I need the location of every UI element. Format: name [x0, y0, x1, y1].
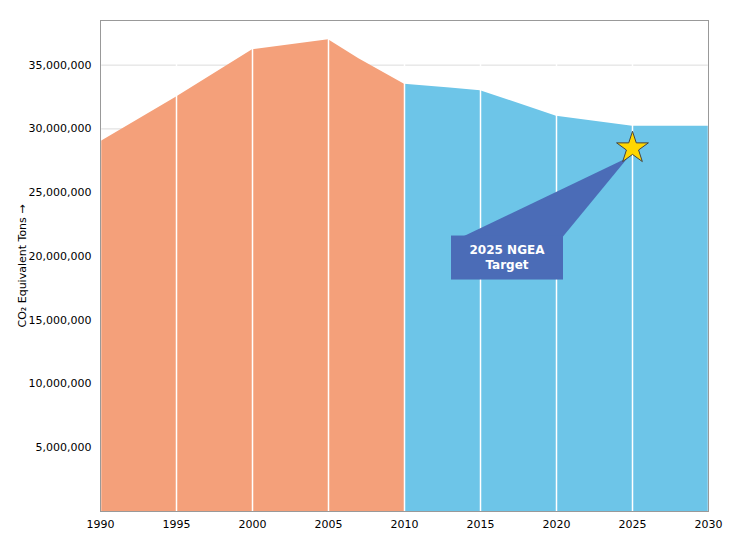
svg-text:2000: 2000: [239, 518, 267, 531]
svg-text:1990: 1990: [87, 518, 115, 531]
svg-text:25,000,000: 25,000,000: [29, 186, 92, 199]
svg-text:1995: 1995: [163, 518, 191, 531]
svg-text:2015: 2015: [467, 518, 495, 531]
svg-text:CO₂ Equivalent Tons →: CO₂ Equivalent Tons →: [16, 204, 29, 327]
svg-text:15,000,000: 15,000,000: [29, 314, 92, 327]
svg-text:2010: 2010: [391, 518, 419, 531]
svg-text:30,000,000: 30,000,000: [29, 122, 92, 135]
svg-text:35,000,000: 35,000,000: [29, 59, 92, 72]
svg-text:2025 NGEATarget: 2025 NGEATarget: [470, 243, 546, 272]
svg-text:2005: 2005: [315, 518, 343, 531]
svg-text:10,000,000: 10,000,000: [29, 377, 92, 390]
svg-text:5,000,000: 5,000,000: [36, 441, 92, 454]
svg-text:2025: 2025: [619, 518, 647, 531]
svg-text:2020: 2020: [543, 518, 571, 531]
svg-text:2030: 2030: [695, 518, 723, 531]
svg-text:20,000,000: 20,000,000: [29, 250, 92, 263]
